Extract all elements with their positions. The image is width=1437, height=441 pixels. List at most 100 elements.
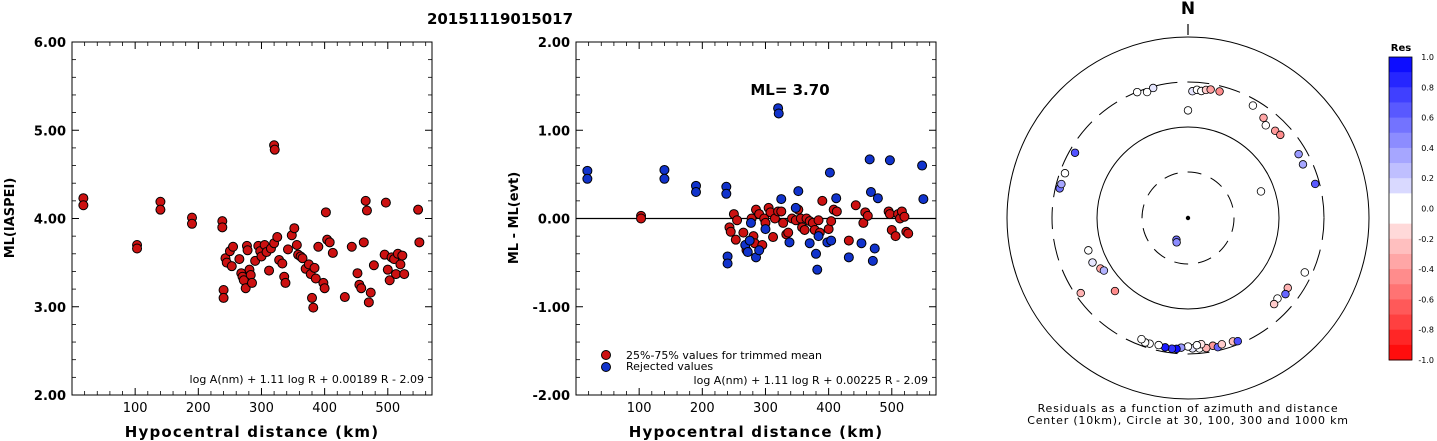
station-marker [1192,341,1202,350]
colorbar-title: Res [1391,43,1411,54]
rejected-point [754,245,765,256]
epicenter-dot [1185,215,1191,221]
rejected-point [865,187,876,198]
colorbar-cell [1389,132,1412,149]
data-point [368,260,379,271]
data-point [297,253,308,264]
data-point [283,244,293,255]
colorbar-tick-label: 0.0 [1421,205,1434,214]
polar-caption-line1: Residuals as a function of azimuth and d… [1038,402,1339,415]
plot-frame [71,41,433,396]
trimmed-point [903,228,914,239]
colorbar-tick-label: 1.0 [1421,53,1434,62]
data-point [242,245,253,256]
data-point [307,292,317,303]
data-point [391,269,401,280]
colorbar-tick-label: 0.8 [1421,83,1434,92]
trimmed-point [850,200,861,211]
station-marker [1276,130,1285,140]
data-point [269,144,280,155]
data-point [384,275,395,286]
station-marker [1057,179,1066,189]
rejected-point [745,217,756,228]
ring-30km [1141,171,1235,265]
data-point [365,287,376,298]
residual-colorbar: Res 1.0 0.8 0.6 0.4 0.2 0.0 -0.2 -0.4 -0.6 -0.8 -1… [1388,43,1434,365]
y-tick-label: 6.00 [34,36,66,51]
data-point [228,241,239,252]
data-point [414,237,425,248]
rejected-point [824,167,835,178]
x-tick-label: 300 [249,401,274,416]
station-marker [1215,87,1224,96]
trimmed-point [738,227,749,238]
trimmed-point [636,213,647,224]
data-points [78,140,425,313]
legend-marker-trimmed [601,350,611,360]
y-tick-label: 2.00 [34,389,66,404]
station-markers [1055,83,1320,354]
data-point [234,254,245,265]
rejected-point [742,247,753,258]
data-point [78,200,89,211]
trimmed-point [730,234,741,245]
rejected-point [872,193,883,204]
trimmed-point [813,215,824,226]
data-point [277,258,288,269]
colorbar-cell [1389,163,1412,179]
station-marker [1310,179,1320,189]
station-marker [1281,289,1290,299]
ring-300km [1051,81,1325,355]
station-marker [1183,342,1193,351]
rejected-point [826,235,837,246]
station-marker [1261,121,1270,130]
rejected-point [790,202,801,213]
data-point [310,273,321,284]
colorbar-tick-label: 0.4 [1421,144,1434,153]
data-point [218,292,229,303]
station-marker [1217,340,1227,349]
y-tick-label: 4.00 [34,213,66,228]
colorbar-tick-label: -0.2 [1418,235,1434,244]
data-point [413,204,424,215]
x-axis-ticks: 100 200 300 400 500 [588,42,931,416]
station-marker [1142,87,1152,97]
colorbar-cell [1389,72,1412,88]
station-marker [1060,169,1070,178]
data-point [280,277,291,288]
data-point [289,223,300,234]
x-tick-label: 300 [753,401,778,416]
station-marker [1300,268,1309,277]
y-axis-label: ML - ML(evt) [507,172,522,264]
data-point [399,269,410,280]
rejected-point [760,224,771,235]
y-tick-label: -2.00 [533,389,570,404]
trimmed-point [831,206,842,217]
rejected-point [793,186,804,197]
legend: 25%-75% values for trimmed mean Rejected… [601,349,822,373]
colorbar-cell [1389,299,1412,316]
trimmed-point [862,210,873,221]
colorbar-cell [1389,344,1412,361]
data-point [346,241,357,252]
station-marker [1088,258,1097,267]
rejected-point [773,108,784,119]
rejected-point [856,238,867,249]
data-point [327,247,338,258]
data-point [320,207,331,218]
trimmed-point [884,209,895,220]
data-point [155,204,166,215]
colorbar-tick-label: -0.8 [1418,326,1434,335]
data-point [247,277,257,288]
data-point [313,241,324,252]
legend-marker-rejected [601,362,611,372]
trimmed-point [817,195,828,206]
colorbar-cell [1389,87,1412,103]
trimmed-point [768,232,779,243]
colorbar-cell [1389,117,1412,134]
data-point [324,237,335,248]
ring-1000km [1006,36,1370,400]
trimmed-point [776,206,787,217]
rejected-point [659,173,670,184]
